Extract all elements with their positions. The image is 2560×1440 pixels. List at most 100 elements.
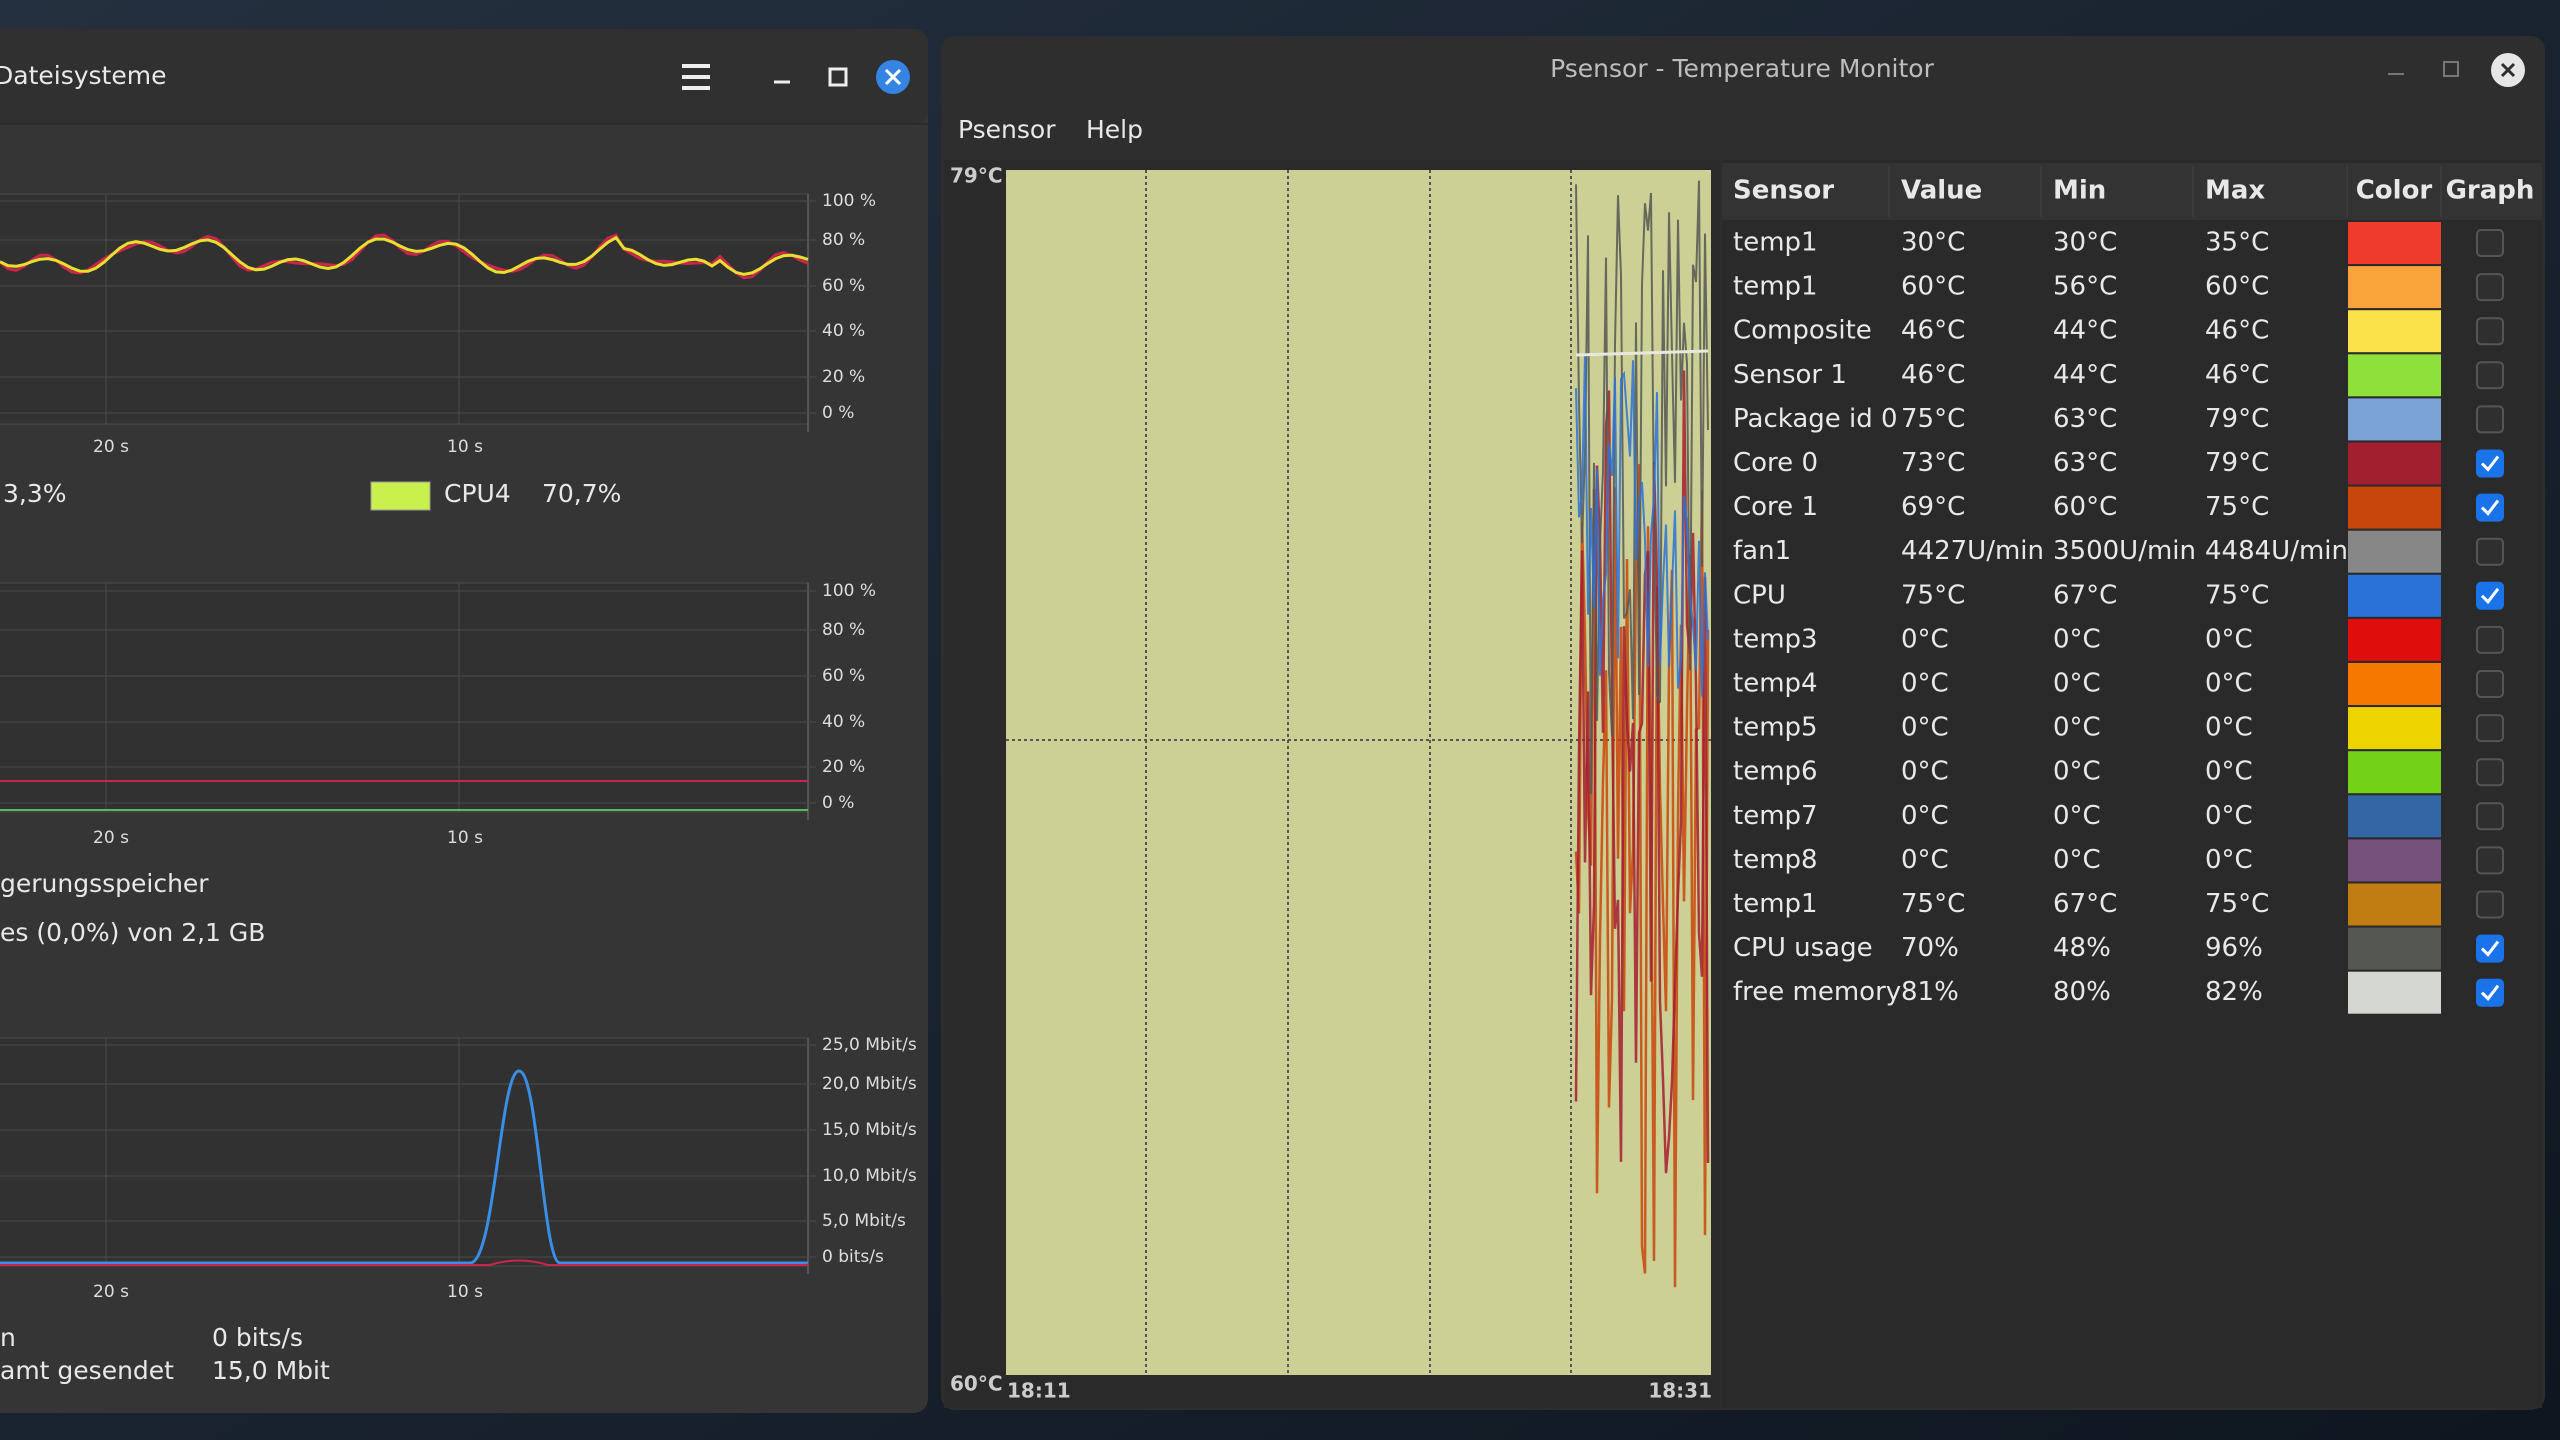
swap-label: gerungsspeicher [0, 869, 209, 898]
cell: 0°C [1901, 757, 1949, 787]
maximize-button[interactable] [828, 67, 848, 87]
cell: Core 1 [1733, 492, 1818, 522]
checkmark [2480, 499, 2500, 516]
cell: 0°C [2205, 757, 2253, 787]
cell: 0°C [1901, 624, 1949, 654]
cell: 56°C [2053, 272, 2117, 302]
color-swatch[interactable] [2348, 530, 2441, 573]
color-swatch[interactable] [2348, 971, 2441, 1014]
graph-checkbox[interactable] [2476, 273, 2504, 302]
cell: 46°C [2205, 360, 2269, 390]
cell: 60°C [2205, 272, 2269, 302]
cell: 0°C [2205, 845, 2253, 875]
cell: 75°C [1901, 580, 1965, 610]
cell: 0°C [1901, 801, 1949, 831]
cell: 30°C [2053, 228, 2117, 258]
cell: 70% [1901, 933, 1959, 963]
graph-checkbox[interactable] [2476, 670, 2504, 698]
x-tick-label: 20 s [93, 1282, 129, 1302]
column-header[interactable]: Value [1901, 176, 1982, 206]
cell: 35°C [2205, 228, 2269, 258]
column-header[interactable]: Sensor [1733, 176, 1834, 206]
cell: 60°C [1901, 272, 1965, 302]
color-swatch[interactable] [2348, 442, 2441, 485]
color-swatch[interactable] [2348, 883, 2441, 926]
cell: 0°C [2053, 845, 2101, 875]
x-label: 18:11 [1007, 1379, 1071, 1403]
graph-checkbox[interactable] [2476, 581, 2504, 610]
sensor-line [1575, 180, 1709, 795]
graph-checkbox[interactable] [2476, 978, 2504, 1007]
checkmark [2480, 984, 2500, 1001]
close-button[interactable] [876, 60, 910, 94]
color-swatch[interactable] [2348, 222, 2441, 264]
graph-frame [0, 582, 809, 813]
legend-value: 3,3% [3, 479, 67, 508]
color-swatch[interactable] [2348, 839, 2441, 882]
window-title: Dateisysteme [0, 61, 166, 90]
graph-checkbox[interactable] [2476, 449, 2504, 478]
color-swatch[interactable] [2348, 707, 2441, 750]
graph-checkbox[interactable] [2476, 890, 2504, 919]
menu-item[interactable]: Help [1086, 115, 1143, 144]
cell: temp1 [1733, 272, 1818, 302]
cell: 0°C [2053, 624, 2101, 654]
checkmark [2480, 587, 2500, 605]
checkmark [2480, 940, 2500, 957]
y-label: 79°C [950, 164, 1003, 188]
color-swatch[interactable] [2348, 266, 2441, 309]
network-line [0, 1069, 808, 1265]
color-swatch[interactable] [2348, 310, 2441, 353]
swap-value: es (0,0%) von 2,1 GB [0, 918, 265, 947]
color-swatch[interactable] [2348, 751, 2441, 794]
cell: 73°C [1901, 448, 1965, 478]
window-title: Psensor - Temperature Monitor [1550, 54, 1934, 83]
graph-checkbox[interactable] [2476, 714, 2504, 743]
y-tick-label: 15,0 Mbit/s [822, 1120, 917, 1140]
column-header[interactable]: Graph [2446, 176, 2535, 206]
graphs: 100 % 80 % 60 % 40 % 20 % 0 % 20 s 10 s 100 % 80 … [0, 191, 917, 1385]
cell: CPU [1733, 580, 1786, 610]
graph-checkbox[interactable] [2476, 317, 2504, 346]
graph-checkbox[interactable] [2476, 229, 2504, 257]
close-button[interactable] [2491, 53, 2525, 87]
x-tick-label: 10 s [447, 828, 483, 848]
cell: 81% [1901, 977, 1959, 1007]
column-header[interactable]: Max [2205, 176, 2265, 206]
graph-checkbox[interactable] [2476, 934, 2504, 963]
maximize-button[interactable] [2443, 61, 2459, 77]
legend-swatch[interactable] [370, 481, 431, 511]
graph-checkbox[interactable] [2476, 493, 2504, 522]
graph-checkbox[interactable] [2476, 537, 2504, 566]
graph-checkbox[interactable] [2476, 758, 2504, 787]
color-swatch[interactable] [2348, 618, 2441, 661]
color-swatch[interactable] [2348, 663, 2441, 705]
graph-frame [0, 193, 809, 425]
color-swatch[interactable] [2348, 927, 2441, 970]
graph-checkbox[interactable] [2476, 625, 2504, 654]
color-swatch[interactable] [2348, 795, 2441, 838]
cell: 67°C [2053, 580, 2117, 610]
cell: 75°C [1901, 889, 1965, 919]
graph-checkbox[interactable] [2476, 361, 2504, 390]
graph-frame [0, 1037, 809, 1267]
graph-checkbox[interactable] [2476, 405, 2504, 434]
y-tick-label: 100 % [822, 191, 876, 211]
color-swatch[interactable] [2348, 398, 2441, 441]
column-header[interactable]: Min [2053, 176, 2106, 206]
color-swatch[interactable] [2348, 574, 2441, 617]
graph-checkbox[interactable] [2476, 802, 2504, 831]
color-swatch[interactable] [2348, 486, 2441, 529]
sensor-line [1574, 464, 1710, 1288]
menu-item[interactable]: Psensor [958, 115, 1056, 144]
graph-checkbox[interactable] [2476, 846, 2504, 875]
cell: 30°C [1901, 228, 1965, 258]
cell: 46°C [1901, 360, 1965, 390]
column-header[interactable]: Color [2356, 176, 2433, 206]
color-swatch[interactable] [2348, 354, 2441, 397]
menu-button[interactable] [682, 64, 710, 90]
cell: 4427U/min [1901, 536, 2044, 566]
legend-value: 70,7% [542, 479, 621, 508]
y-tick-label: 0 % [822, 403, 854, 423]
sensor-table-body: Sensor Value Min Max Color Graph temp1 30°C 30°C… [1733, 166, 2534, 1014]
